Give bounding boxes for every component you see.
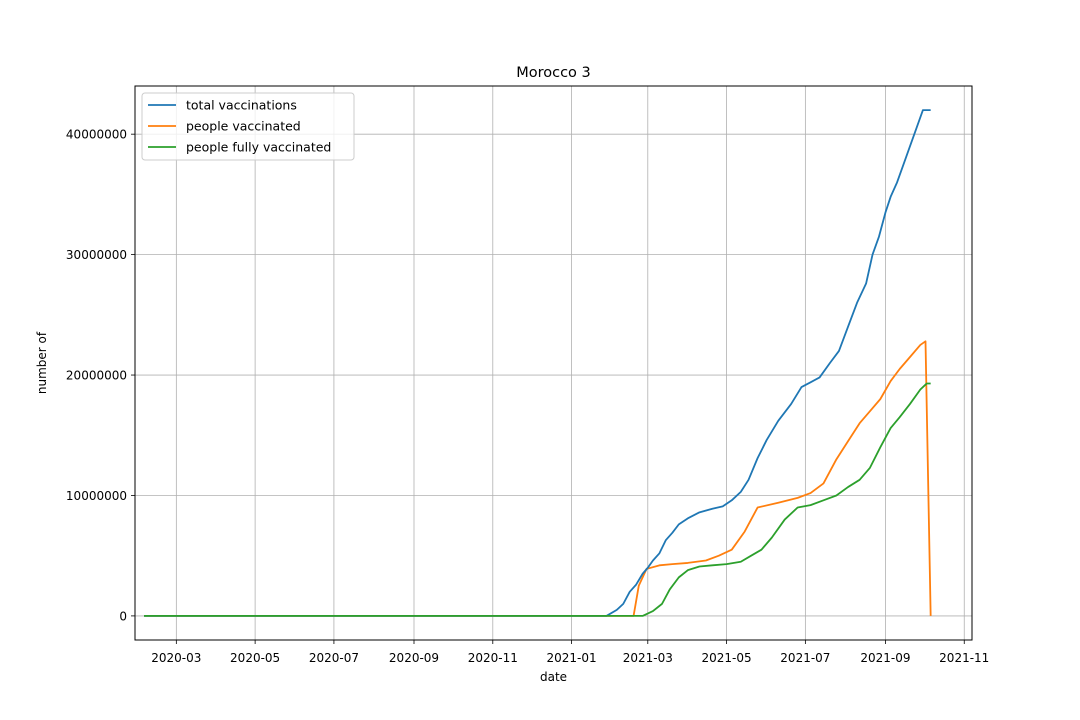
x-tick-label: 2020-07 <box>309 651 359 665</box>
y-tick-label: 10000000 <box>66 489 127 503</box>
x-tick-label: 2020-03 <box>151 651 201 665</box>
legend: total vaccinations people vaccinated peo… <box>141 92 355 161</box>
legend-box <box>141 92 355 161</box>
x-tick-label: 2021-07 <box>780 651 830 665</box>
y-tick-label: 20000000 <box>66 369 127 383</box>
x-tick-label: 2021-05 <box>702 651 752 665</box>
series-line-people-vaccinated <box>144 340 932 617</box>
legend-label-total-vaccinations: total vaccinations <box>186 98 297 113</box>
series-lines <box>144 109 932 617</box>
x-tick-label: 2021-11 <box>939 651 989 665</box>
x-tick-label: 2020-11 <box>468 651 518 665</box>
y-axis-label: number of <box>35 331 49 394</box>
x-tick-label: 2021-03 <box>623 651 673 665</box>
x-axis-label: date <box>540 670 567 684</box>
chart-title: Morocco 3 <box>516 65 591 81</box>
legend-label-people-fully-vaccinated: people fully vaccinated <box>186 140 331 155</box>
plot-frame <box>134 85 973 641</box>
y-tick-label: 30000000 <box>66 248 127 262</box>
series-line-people-fully-vaccinated <box>144 382 931 617</box>
ticks: 2020-03 2020-05 2020-07 2020-09 2020-11 2021-… <box>66 128 989 665</box>
series-line-total-vaccinations <box>144 109 931 617</box>
x-tick-label: 2021-09 <box>860 651 910 665</box>
y-tick-label: 40000000 <box>66 128 127 142</box>
y-tick-label: 0 <box>119 609 127 623</box>
x-tick-label: 2020-09 <box>389 651 439 665</box>
x-tick-label: 2021-01 <box>547 651 597 665</box>
x-tick-label: 2020-05 <box>230 651 280 665</box>
legend-label-people-vaccinated: people vaccinated <box>186 119 301 134</box>
